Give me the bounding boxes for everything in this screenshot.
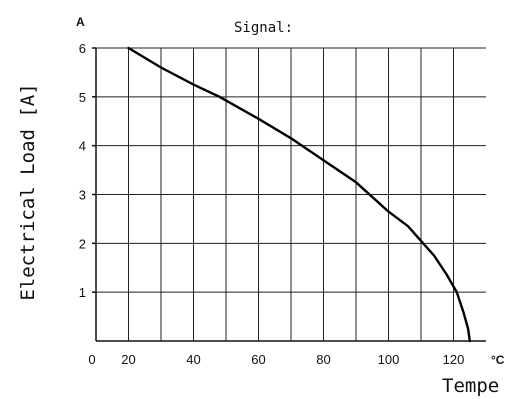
y-tick-label: 2	[79, 236, 86, 251]
x-tick-label: 60	[251, 352, 265, 367]
y-tick-label: 1	[79, 285, 86, 300]
x-tick-label: 120	[443, 352, 465, 367]
chart-title: Signal:	[234, 20, 293, 36]
x-tick-label: 0	[88, 352, 95, 367]
y-axis-title: Electrical Load [A]	[17, 83, 39, 300]
x-unit-label: °C	[491, 353, 505, 367]
derating-curve	[127, 46, 471, 343]
x-tick-label: 100	[378, 352, 400, 367]
x-tick-label: 40	[186, 352, 200, 367]
y-tick-labels: 1 2 3 4 5 6	[79, 41, 86, 300]
y-tick-label: 3	[79, 188, 86, 203]
x-axis-title: Tempe	[442, 375, 499, 397]
series-layer	[127, 46, 471, 343]
y-unit-label: A	[76, 15, 85, 29]
x-tick-labels: 0 20 40 60 80 100 120	[88, 352, 464, 367]
x-tick-label: 80	[316, 352, 330, 367]
grid	[92, 47, 486, 342]
x-tick-label: 20	[121, 352, 135, 367]
y-tick-label: 6	[79, 41, 86, 56]
y-tick-label: 5	[79, 90, 86, 105]
y-tick-label: 4	[79, 139, 86, 154]
